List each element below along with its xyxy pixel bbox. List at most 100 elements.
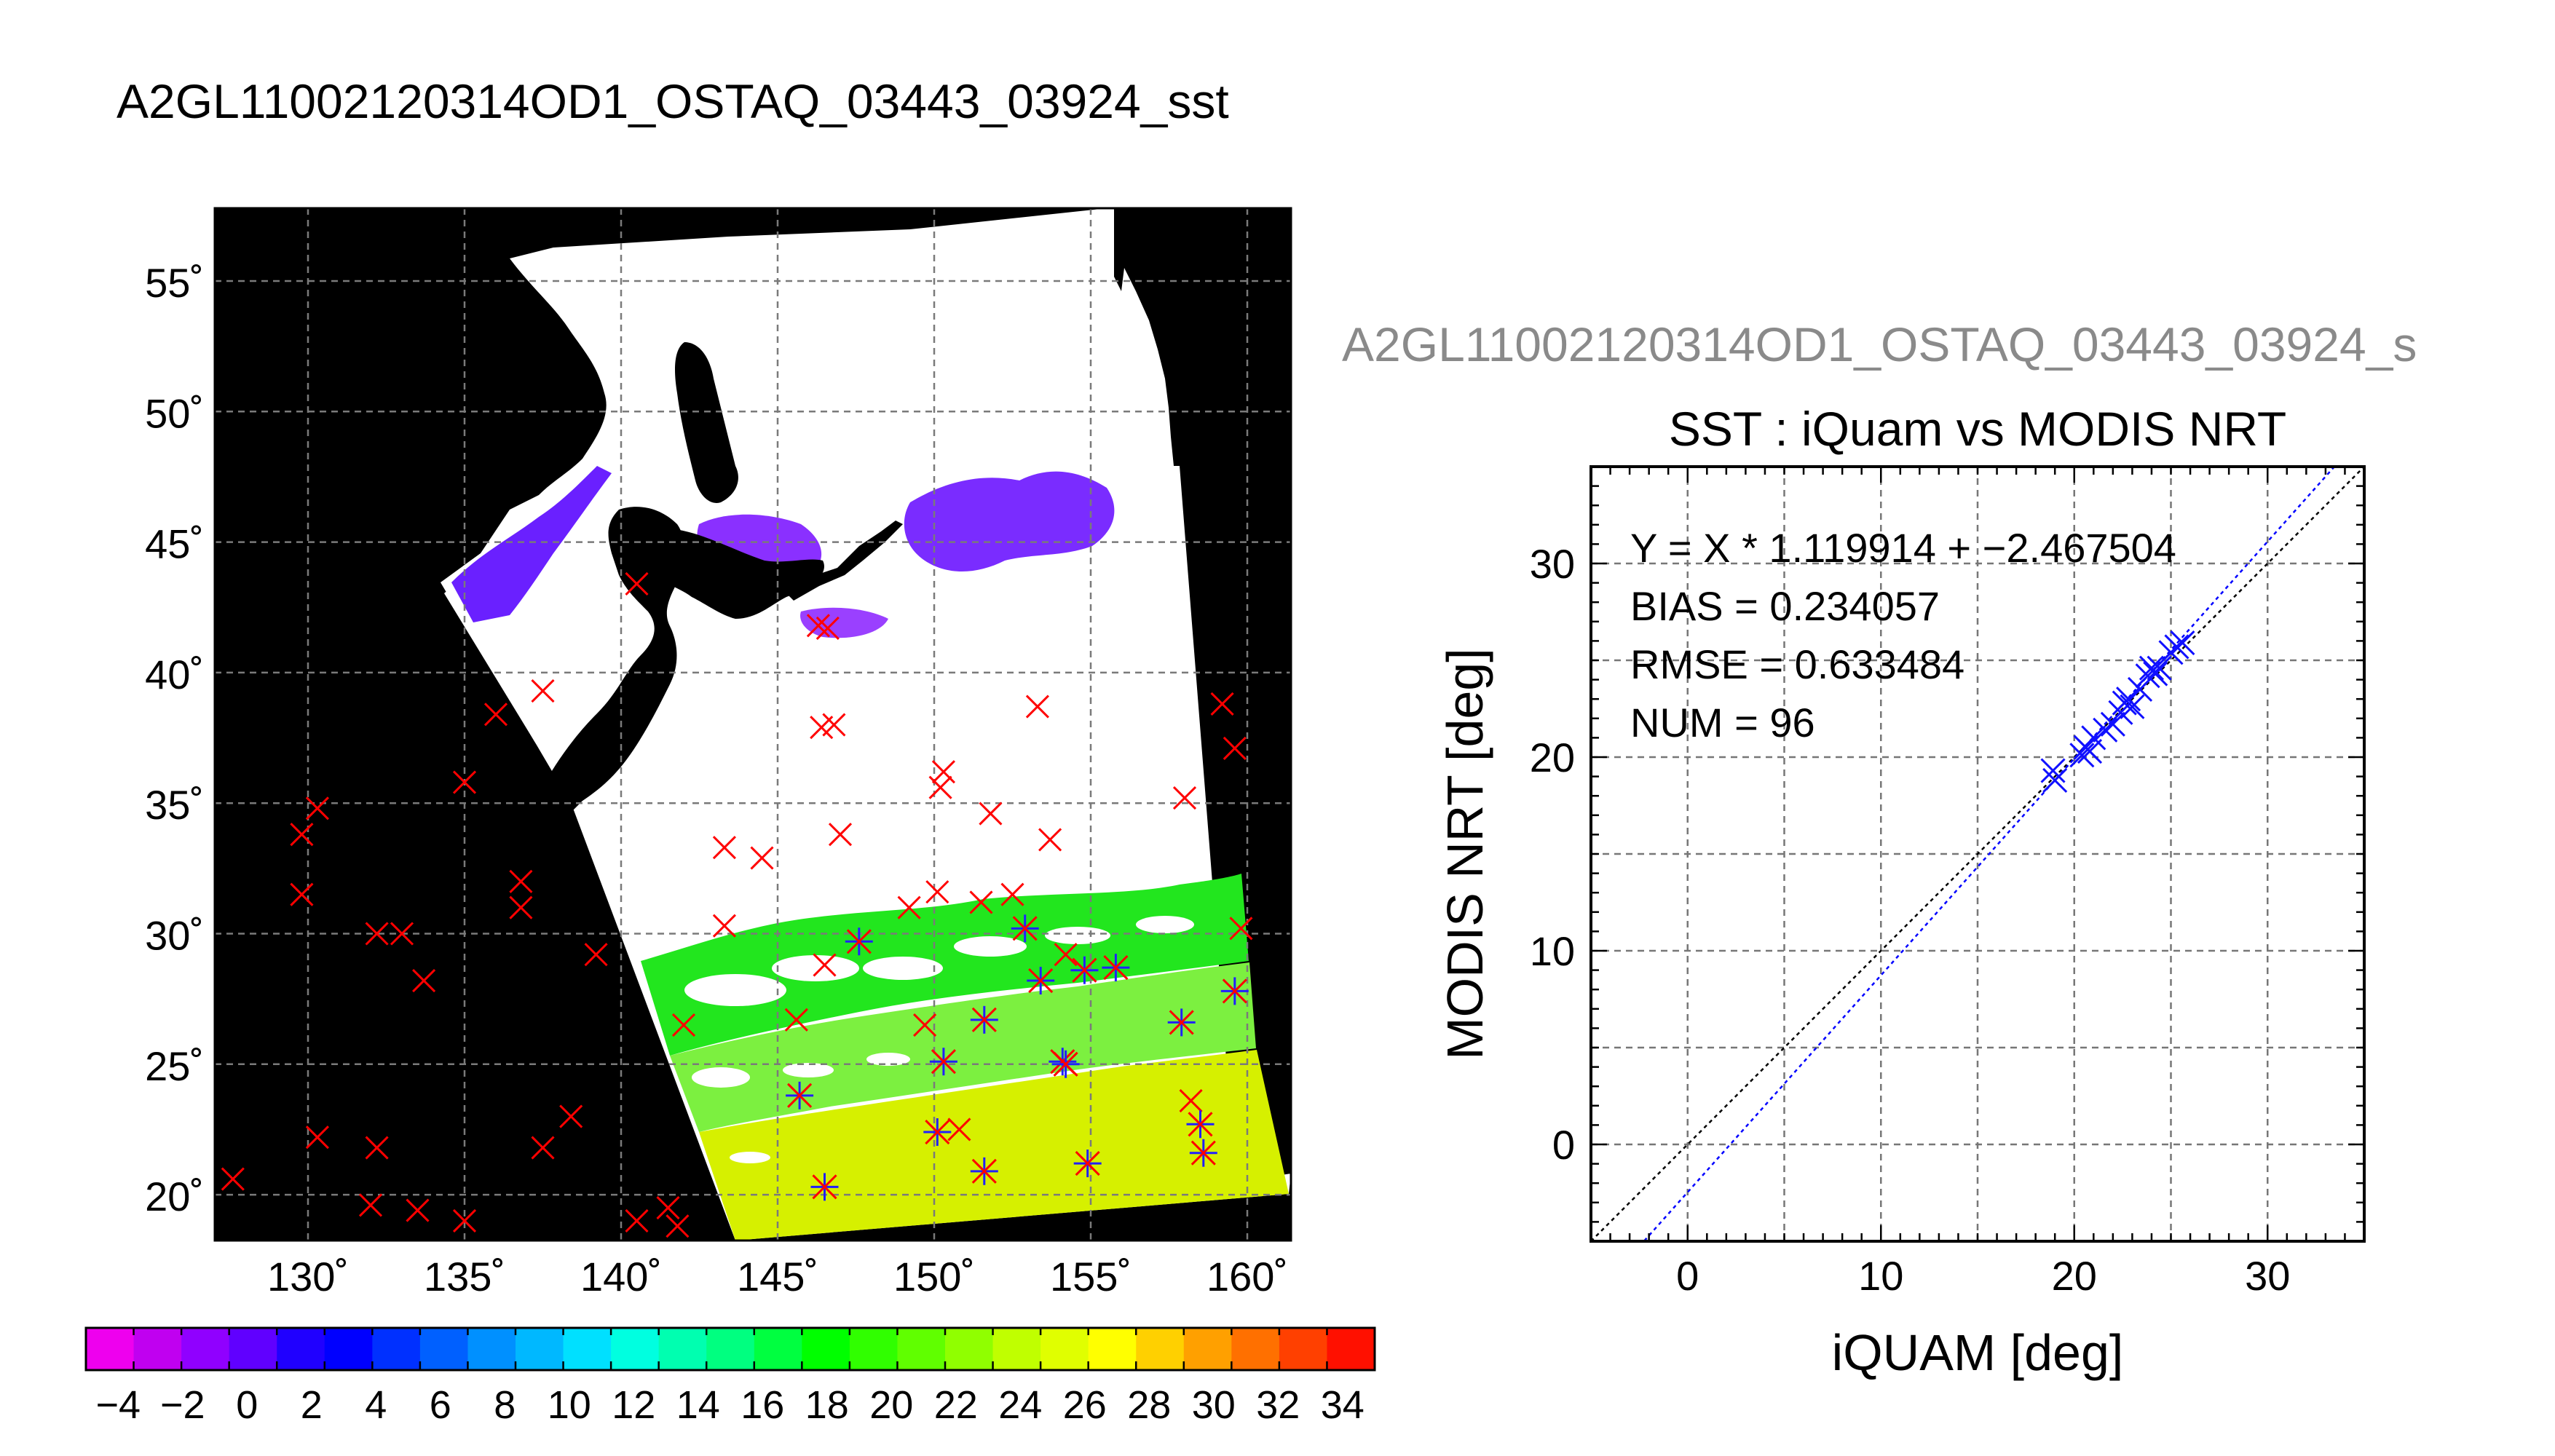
identity-line — [1591, 467, 2364, 1241]
colorbar-label: 22 — [934, 1383, 978, 1427]
map-markers — [221, 571, 1253, 1238]
in-situ-marker — [1054, 943, 1078, 967]
colorbar-segment — [1183, 1328, 1232, 1370]
warm-water-green-light — [670, 962, 1256, 1132]
colorbar-segment — [133, 1328, 182, 1370]
colorbar-label: 32 — [1256, 1383, 1300, 1427]
lat-label: 35˚ — [145, 782, 204, 828]
hokkaido-land — [625, 527, 824, 619]
colorbar-segment — [945, 1328, 994, 1370]
colorbar-label: 16 — [741, 1383, 784, 1427]
cold-water-purple — [451, 466, 612, 622]
in-situ-marker — [509, 895, 533, 919]
y-tick-label: 30 — [1530, 541, 1575, 587]
annotation-rmse: RMSE = 0.633484 — [1630, 641, 1964, 687]
in-situ-marker — [931, 760, 955, 784]
colorbar-segment — [658, 1328, 707, 1370]
colorbar-label: 28 — [1127, 1383, 1171, 1427]
lon-label: 155˚ — [1050, 1254, 1132, 1299]
colorbar-ticks — [133, 1328, 1328, 1370]
colorbar-segment — [754, 1328, 802, 1370]
in-situ-marker — [584, 943, 608, 967]
y-tick-label: 10 — [1530, 928, 1575, 974]
in-situ-marker — [1229, 917, 1253, 941]
colorbar-label: 12 — [612, 1383, 655, 1427]
colorbar-segment — [324, 1328, 373, 1370]
in-situ-marker — [750, 846, 774, 870]
lat-label: 40˚ — [145, 652, 204, 697]
lat-label: 45˚ — [145, 521, 204, 567]
in-situ-marker — [671, 1013, 696, 1037]
in-situ-marker — [390, 922, 414, 946]
colorbar-segment — [802, 1328, 850, 1370]
scatter-point — [2120, 694, 2145, 719]
in-situ-marker — [1000, 882, 1024, 906]
in-situ-marker — [625, 1208, 649, 1233]
matchup-marker — [1220, 977, 1249, 1005]
in-situ-marker — [406, 1198, 430, 1222]
lon-label: 160˚ — [1207, 1254, 1288, 1299]
lat-label: 55˚ — [145, 260, 204, 306]
matchup-marker — [970, 1157, 998, 1185]
in-situ-marker — [221, 1167, 245, 1191]
x-tick-label: 30 — [2245, 1253, 2290, 1299]
x-tick-label: 20 — [2052, 1253, 2097, 1299]
in-situ-marker — [290, 823, 314, 847]
colorbar-label: 14 — [676, 1383, 720, 1427]
honshu-land — [535, 507, 684, 815]
matchup-marker — [970, 1005, 998, 1034]
colorbar-segment — [229, 1328, 277, 1370]
in-situ-marker — [509, 869, 533, 893]
scatter-point — [2100, 711, 2125, 737]
cold-water-purple-2 — [904, 471, 1115, 571]
in-situ-marker — [913, 1013, 937, 1037]
annotation-bias: BIAS = 0.234057 — [1630, 583, 1940, 629]
colorbar-segment — [1279, 1328, 1327, 1370]
scatter-point — [2164, 634, 2189, 660]
colorbar-segment — [1231, 1328, 1280, 1370]
in-situ-marker — [813, 953, 837, 977]
lon-label: 130˚ — [267, 1254, 349, 1299]
in-situ-marker — [1179, 1088, 1203, 1113]
scatter-points — [2040, 630, 2195, 793]
colorbar-segment — [181, 1328, 230, 1370]
colorbar-segment — [1136, 1328, 1185, 1370]
scatter-point — [2143, 661, 2168, 687]
in-situ-marker — [925, 880, 949, 904]
sst-map: 55˚ 50˚ 45˚ 40˚ 35˚ 30˚ 25˚ 20˚ 130˚ 135˚ 140˚ 145… — [145, 207, 1292, 1299]
map-grid — [215, 208, 1291, 1241]
x-tick-label: 10 — [1858, 1253, 1903, 1299]
colorbar-segment — [86, 1328, 135, 1370]
in-situ-marker — [452, 1208, 477, 1233]
matchup-marker — [1186, 1110, 1215, 1139]
colorbar-label: 6 — [430, 1383, 451, 1427]
scatter-title: SST : iQuam vs MODIS NRT — [1669, 402, 2286, 456]
lon-label: 150˚ — [893, 1254, 975, 1299]
in-situ-marker — [1223, 736, 1247, 760]
in-situ-marker — [290, 882, 314, 906]
scatter-point — [2108, 700, 2133, 725]
scatter-point — [2147, 655, 2172, 681]
scatter-point — [2077, 738, 2103, 764]
scatter-grid — [1591, 467, 2364, 1241]
matchup-marker — [1189, 1139, 1217, 1167]
in-situ-marker — [412, 968, 436, 993]
lat-label: 50˚ — [145, 390, 204, 436]
in-situ-marker — [531, 1136, 555, 1160]
scatter-plot: 0 10 20 30 0 10 20 30 Y = X * 1.119914 + −2.46… — [1437, 465, 2366, 1381]
colorbar-segment — [467, 1328, 516, 1370]
in-situ-marker — [625, 571, 649, 596]
matchup-marker — [1070, 956, 1099, 984]
y-tick-label: 20 — [1530, 735, 1575, 780]
colorbar-label: 4 — [365, 1383, 387, 1427]
swath-left-water — [444, 437, 633, 801]
kuril-islands — [786, 521, 903, 601]
matchup-marker — [1027, 967, 1055, 995]
colorbar-segment — [563, 1328, 612, 1370]
in-situ-marker — [559, 1104, 583, 1128]
in-situ-marker — [969, 890, 993, 914]
lat-label: 20˚ — [145, 1174, 204, 1219]
in-situ-marker — [483, 703, 508, 727]
scatter-point — [2116, 687, 2141, 712]
in-situ-marker — [305, 796, 329, 820]
